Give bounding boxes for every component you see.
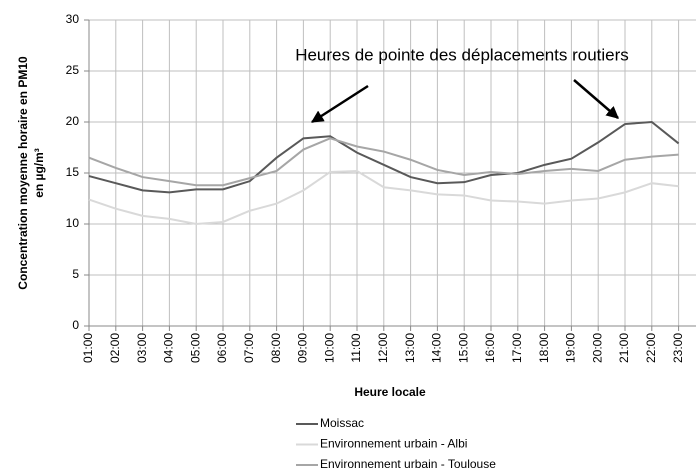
y-tick-label: 20 [66,114,80,128]
x-tick-label: 14:00 [430,333,444,363]
y-axis-title: Concentration moyenne horaire en PM10 [16,56,30,290]
y-axis-title: en µg/m³ [32,148,46,198]
x-tick-label: 13:00 [403,333,417,363]
line-series [88,137,679,187]
y-tick-label: 5 [72,267,79,281]
x-tick-label: 16:00 [483,333,497,363]
x-tick-label: 22:00 [644,333,658,363]
arrow [573,79,619,119]
x-tick-label: 09:00 [296,333,310,363]
y-tick-label: 30 [66,12,80,26]
legend-label: Environnement urbain - Albi [320,437,467,451]
legend-label: Moissac [320,416,364,430]
arrow [310,84,369,124]
y-tick-label: 15 [66,165,80,179]
x-axis-title: Heure locale [354,385,426,399]
x-tick-label: 06:00 [215,333,229,363]
annotation: Heures de pointe des déplacements routie… [295,45,629,64]
x-tick-label: 23:00 [671,333,685,363]
x-tick-label: 21:00 [617,333,631,363]
legend-label: Environnement urbain - Toulouse [320,457,496,471]
x-tick-label: 02:00 [108,333,122,363]
x-tick-label: 20:00 [590,333,604,363]
x-tick-label: 05:00 [188,333,202,363]
x-tick-label: 04:00 [162,333,176,363]
plot [88,120,680,226]
y-tick-label: 25 [66,63,80,77]
x-tick-label: 03:00 [135,333,149,363]
y-tick-label: 10 [66,216,80,230]
x-tick-label: 01:00 [81,333,95,363]
line-series [88,169,679,226]
x-tick-label: 19:00 [564,333,578,363]
x-tick-label: 12:00 [376,333,390,363]
x-tick-label: 11:00 [349,333,363,362]
x-tick-label: 15:00 [456,333,470,363]
grid [84,19,696,331]
x-tick-label: 07:00 [242,333,256,363]
x-tick-label: 18:00 [537,333,551,363]
y-tick-label: 0 [72,318,79,332]
x-tick-label: 08:00 [269,333,283,363]
x-tick-label: 17:00 [510,333,524,363]
line-series [88,120,680,194]
x-tick-label: 10:00 [322,333,336,363]
